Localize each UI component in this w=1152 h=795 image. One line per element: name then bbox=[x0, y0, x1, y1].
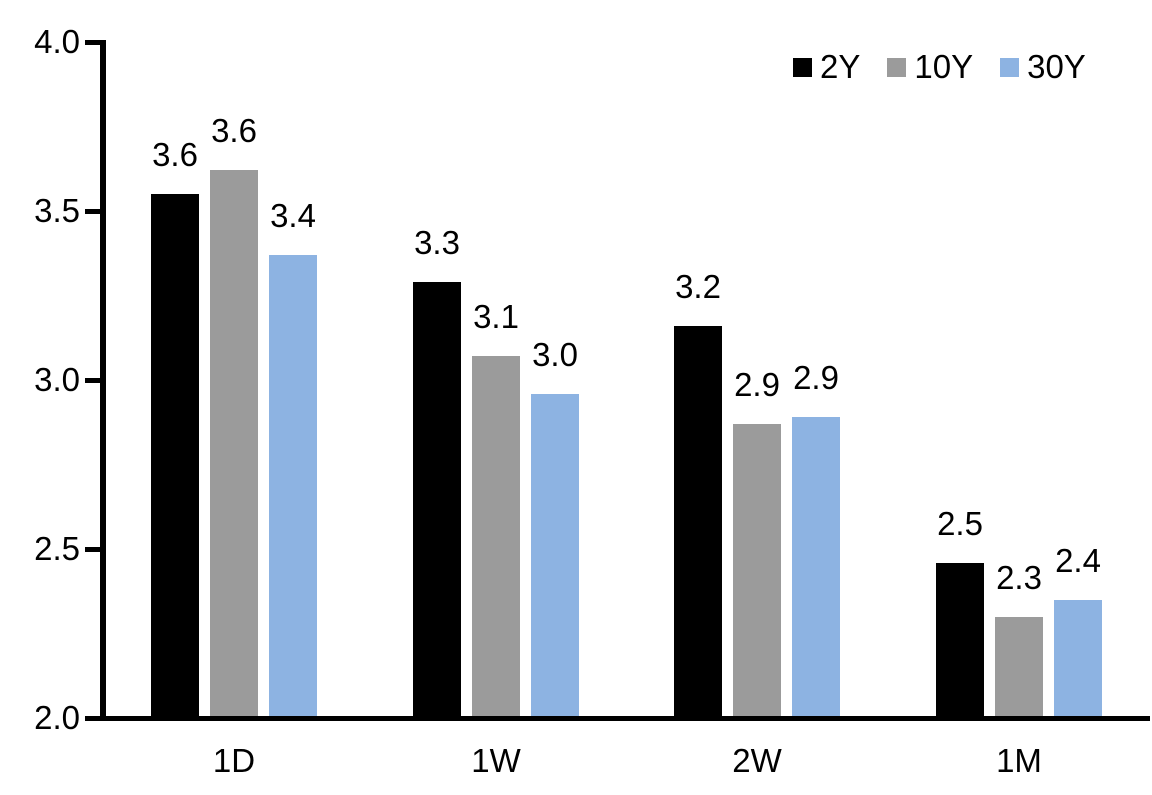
bar-value-label: 3.0 bbox=[532, 336, 578, 373]
bar-10y-1d bbox=[210, 170, 258, 716]
legend-label: 2Y bbox=[820, 48, 861, 85]
y-tick-label: 4.0 bbox=[34, 23, 80, 60]
bar-30y-1m bbox=[1054, 600, 1102, 716]
y-tick-label: 2.0 bbox=[34, 699, 80, 736]
bar-value-label: 3.3 bbox=[414, 224, 460, 261]
bar-value-label: 2.9 bbox=[793, 359, 839, 396]
bar-10y-2w bbox=[733, 424, 781, 716]
y-axis-tick bbox=[85, 716, 100, 721]
bar-value-label: 2.5 bbox=[937, 505, 983, 542]
y-tick-label: 3.0 bbox=[34, 361, 80, 398]
x-category-label-1w: 1W bbox=[471, 742, 521, 779]
y-axis-line bbox=[100, 40, 106, 721]
bar-value-label: 3.1 bbox=[473, 298, 519, 335]
bar-10y-1m bbox=[995, 617, 1043, 716]
y-axis-tick bbox=[85, 547, 100, 552]
legend: 2Y 10Y 30Y bbox=[793, 49, 1086, 85]
legend-item-10y: 10Y bbox=[887, 49, 973, 85]
bar-2y-1m bbox=[936, 563, 984, 716]
bar-30y-1d bbox=[269, 255, 317, 716]
legend-label: 10Y bbox=[914, 48, 974, 85]
x-category-label-2w: 2W bbox=[732, 742, 782, 779]
bar-value-label: 2.3 bbox=[996, 559, 1042, 596]
bar-value-label: 3.6 bbox=[152, 136, 198, 173]
legend-swatch-icon bbox=[793, 57, 812, 77]
bar-2y-1w bbox=[413, 282, 461, 716]
bar-value-label: 2.9 bbox=[734, 366, 780, 403]
bar-value-label: 3.2 bbox=[675, 268, 721, 305]
legend-item-30y: 30Y bbox=[1000, 49, 1086, 85]
bar-value-label: 3.4 bbox=[270, 197, 316, 234]
legend-swatch-icon bbox=[1000, 57, 1020, 77]
x-category-label-1m: 1M bbox=[996, 742, 1042, 779]
y-tick-label: 2.5 bbox=[34, 530, 80, 567]
bar-30y-2w bbox=[792, 417, 840, 716]
bar-30y-1w bbox=[531, 394, 579, 716]
bar-2y-2w bbox=[674, 326, 722, 716]
legend-item-2y: 2Y bbox=[793, 49, 860, 85]
y-tick-label: 3.5 bbox=[34, 192, 80, 229]
legend-label: 30Y bbox=[1027, 48, 1086, 85]
bar-10y-1w bbox=[472, 356, 520, 716]
x-axis-line bbox=[86, 716, 1150, 721]
bar-value-label: 3.6 bbox=[211, 112, 257, 149]
y-axis-tick bbox=[85, 378, 100, 383]
legend-swatch-icon bbox=[887, 57, 907, 77]
y-axis-tick bbox=[85, 40, 100, 45]
bar-value-label: 2.4 bbox=[1055, 542, 1101, 579]
x-category-label-1d: 1D bbox=[212, 742, 256, 779]
bar-2y-1d bbox=[151, 194, 199, 716]
y-axis-tick bbox=[85, 209, 100, 214]
